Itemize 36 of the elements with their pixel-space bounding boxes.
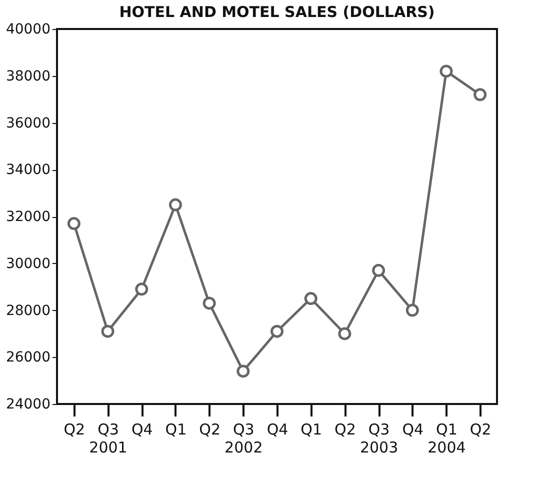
x-tick-label: Q3 2002: [224, 420, 263, 456]
point: [372, 264, 386, 277]
x-tick-label: Q2: [64, 420, 86, 438]
point: [474, 88, 487, 102]
y-tick-label: 28000: [6, 302, 50, 319]
y-tick-label: 32000: [6, 209, 50, 225]
point: [406, 304, 419, 317]
point: [67, 217, 80, 230]
x-tick-label: Q3 2003: [360, 420, 398, 456]
x-tick-label: Q1: [165, 420, 187, 438]
y-tick-label: 40000: [6, 22, 50, 38]
x-tick-label: Q2: [199, 420, 220, 438]
y-tick-label: 34000: [6, 162, 50, 178]
y-tick-label: 38000: [6, 68, 50, 84]
x-tick-label: Q3 2001: [89, 420, 128, 456]
x-tick-label: Q4: [402, 420, 424, 438]
y-tick-label: 30000: [6, 256, 50, 272]
point: [440, 64, 453, 78]
x-tick-label: Q1: [300, 420, 322, 438]
point: [270, 324, 284, 338]
point: [202, 296, 216, 310]
y-tick-label: 26000: [6, 350, 50, 366]
x-tick-label: Q4: [131, 420, 153, 438]
point: [101, 324, 114, 338]
point: [168, 198, 182, 212]
y-tick-label: 36000: [6, 115, 50, 132]
point: [236, 364, 250, 378]
point: [304, 292, 318, 306]
x-tick-label: Q4: [266, 420, 288, 438]
y-tick-label: 24000: [6, 396, 50, 412]
point: [135, 282, 148, 296]
x-tick-label: Q2: [334, 420, 356, 438]
chart-title: HOTEL AND MOTEL SALES (DOLLARS): [119, 3, 435, 21]
x-tick-label: Q2: [470, 420, 492, 438]
point: [338, 327, 352, 340]
x-tick-label: Q1 2004: [428, 420, 466, 456]
